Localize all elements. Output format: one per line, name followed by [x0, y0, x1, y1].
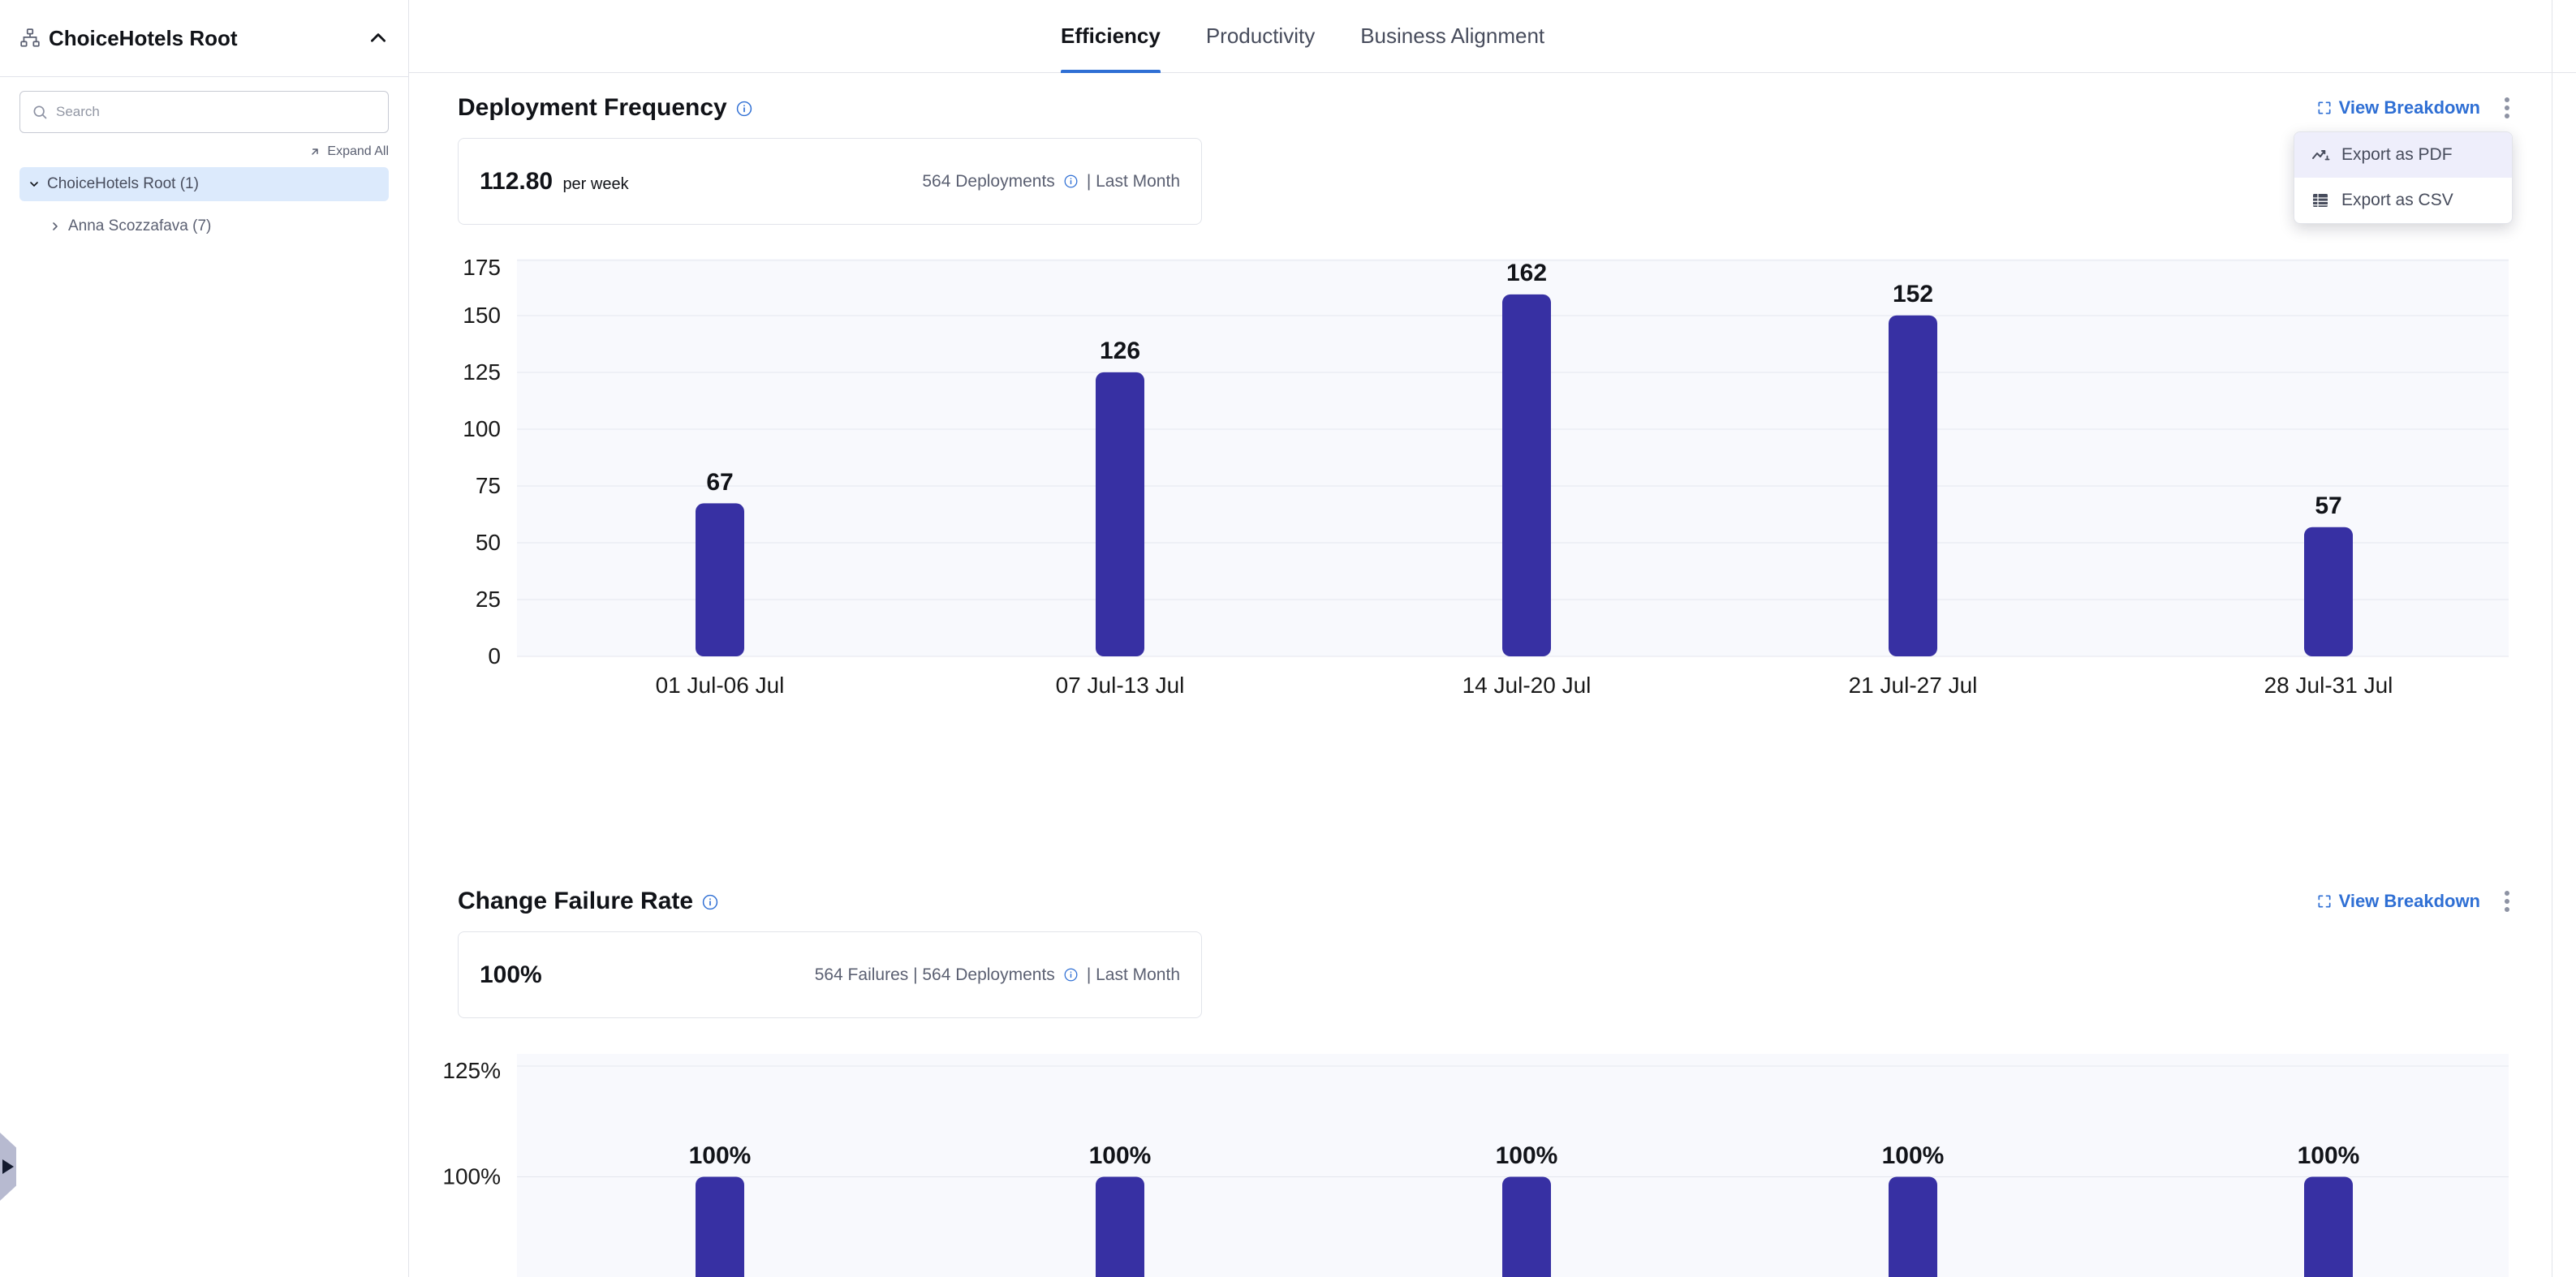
svg-text:100%: 100%: [1089, 1142, 1152, 1169]
svg-text:150: 150: [463, 303, 501, 328]
svg-text:01 Jul-06 Jul: 01 Jul-06 Jul: [656, 673, 785, 698]
svg-text:125%: 125%: [442, 1058, 501, 1083]
svg-text:100: 100: [463, 416, 501, 441]
svg-text:28 Jul-31 Jul: 28 Jul-31 Jul: [2264, 673, 2393, 698]
svg-text:25: 25: [476, 587, 501, 612]
svg-text:57: 57: [2315, 492, 2341, 519]
svg-text:67: 67: [706, 469, 733, 496]
svg-text:0: 0: [488, 643, 501, 669]
svg-text:75: 75: [476, 473, 501, 498]
svg-text:100%: 100%: [1882, 1142, 1945, 1169]
svg-text:126: 126: [1100, 338, 1140, 364]
svg-text:100%: 100%: [2298, 1142, 2360, 1169]
svg-text:100%: 100%: [442, 1164, 501, 1189]
svg-text:21 Jul-27 Jul: 21 Jul-27 Jul: [1849, 673, 1978, 698]
svg-text:152: 152: [1893, 281, 1933, 307]
svg-text:100%: 100%: [689, 1142, 752, 1169]
svg-text:125: 125: [463, 359, 501, 385]
svg-text:14 Jul-20 Jul: 14 Jul-20 Jul: [1462, 673, 1592, 698]
svg-text:50: 50: [476, 530, 501, 555]
svg-text:100%: 100%: [1496, 1142, 1558, 1169]
svg-text:175: 175: [463, 255, 501, 280]
svg-text:07 Jul-13 Jul: 07 Jul-13 Jul: [1056, 673, 1185, 698]
svg-text:162: 162: [1506, 260, 1547, 286]
